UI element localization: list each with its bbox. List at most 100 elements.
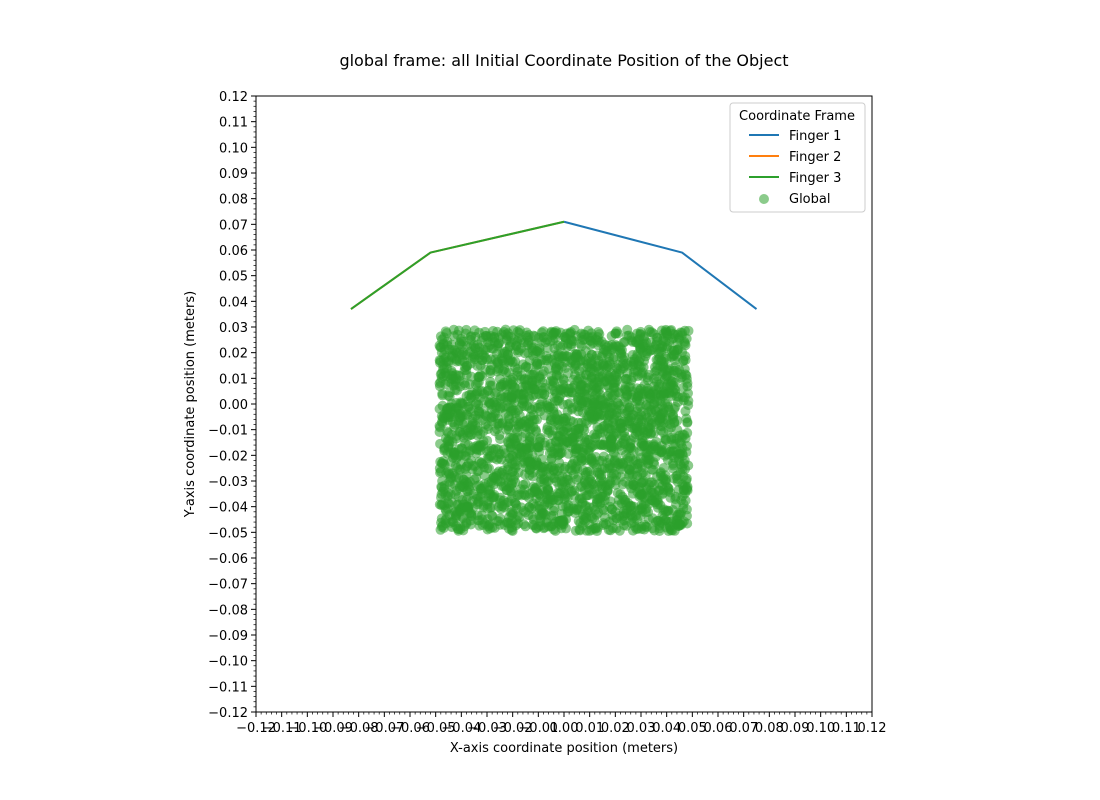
scatter-point-global xyxy=(575,371,586,382)
x-tick-label: 0.02 xyxy=(601,721,630,736)
scatter-point-global xyxy=(571,503,582,514)
scatter-point-global xyxy=(532,414,543,425)
scatter-point-global xyxy=(678,471,689,482)
scatter-point-global xyxy=(474,403,485,414)
scatter-point-global xyxy=(592,335,603,346)
scatter-point-global xyxy=(562,436,573,447)
x-tick-label: −0.03 xyxy=(467,721,507,736)
scatter-point-global xyxy=(465,358,476,369)
scatter-point-global xyxy=(628,464,639,475)
scatter-point-global xyxy=(665,380,676,391)
scatter-point-global xyxy=(485,365,496,376)
y-tick-label: −0.09 xyxy=(208,629,248,644)
y-tick-label: 0.12 xyxy=(219,90,248,105)
scatter-point-global xyxy=(443,390,454,401)
scatter-point-global xyxy=(455,412,466,423)
scatter-point-global xyxy=(511,499,522,510)
scatter-point-global xyxy=(644,454,655,465)
y-tick-label: 0.07 xyxy=(219,218,248,233)
y-tick-label: 0.04 xyxy=(219,295,248,310)
scatter-point-global xyxy=(604,407,615,418)
scatter-point-global xyxy=(609,456,620,467)
scatter-point-global xyxy=(594,373,605,384)
scatter-point-global xyxy=(607,432,618,443)
y-tick-label: −0.07 xyxy=(208,578,248,593)
scatter-point-global xyxy=(504,453,515,464)
scatter-point-global xyxy=(441,370,452,381)
scatter-point-global xyxy=(509,334,520,345)
scatter-point-global xyxy=(612,500,623,511)
x-tick-label: 0.08 xyxy=(755,721,784,736)
scatter-point-global xyxy=(467,496,478,507)
scatter-point-global xyxy=(522,332,533,343)
line-layer xyxy=(350,220,758,310)
scatter-point-global xyxy=(542,517,553,528)
y-tick-label: −0.04 xyxy=(208,501,248,516)
scatter-point-global xyxy=(544,448,555,459)
scatter-point-global xyxy=(441,403,452,414)
scatter-point-global xyxy=(567,402,578,413)
scatter-point-global xyxy=(677,372,688,383)
scatter-point-global xyxy=(622,443,633,454)
y-tick-label: −0.10 xyxy=(208,655,248,670)
scatter-point-global xyxy=(538,326,549,337)
scatter-point-global xyxy=(538,366,549,377)
scatter-point-global xyxy=(648,328,659,339)
chart-title: global frame: all Initial Coordinate Pos… xyxy=(339,51,788,70)
scatter-point-global xyxy=(593,493,604,504)
scatter-point-global xyxy=(539,440,550,451)
scatter-point-global xyxy=(467,464,478,475)
scatter-point-global xyxy=(613,359,624,370)
y-tick-label: 0.11 xyxy=(219,116,248,131)
scatter-point-global xyxy=(559,426,570,437)
x-tick-label: 0.03 xyxy=(627,721,656,736)
scatter-point-global xyxy=(551,388,562,399)
scatter-point-global xyxy=(559,463,570,474)
x-tick-label: 0.06 xyxy=(704,721,733,736)
x-tick-label: 0.05 xyxy=(678,721,707,736)
scatter-point-global xyxy=(465,404,476,415)
scatter-point-global xyxy=(627,510,638,521)
x-tick-label: −0.09 xyxy=(313,721,353,736)
scatter-point-global xyxy=(646,464,657,475)
scatter-point-global xyxy=(465,519,476,530)
scatter-point-global xyxy=(575,493,586,504)
scatter-point-global xyxy=(579,396,590,407)
scatter-point-global xyxy=(672,519,683,530)
legend-swatch-global xyxy=(759,194,769,204)
scatter-point-global xyxy=(617,515,628,526)
scatter-point-global xyxy=(614,418,625,429)
scatter-point-global xyxy=(586,349,597,360)
legend-label-finger-2: Finger 2 xyxy=(789,150,841,165)
scatter-point-global xyxy=(675,327,686,338)
scatter-point-global xyxy=(462,503,473,514)
scatter-point-global xyxy=(559,488,570,499)
scatter-point-global xyxy=(651,388,662,399)
scatter-point-global xyxy=(472,444,483,455)
scatter-point-global xyxy=(604,476,615,487)
scatter-point-global xyxy=(646,344,657,355)
scatter-point-global xyxy=(436,500,447,511)
scatter-point-global xyxy=(619,408,630,419)
scatter-point-global xyxy=(504,341,515,352)
scatter-point-global xyxy=(577,332,588,343)
scatter-point-global xyxy=(521,361,532,372)
scatter-point-global xyxy=(470,343,481,354)
scatter-point-global xyxy=(470,379,481,390)
scatter-point-global xyxy=(461,391,472,402)
scatter-point-global xyxy=(667,409,678,420)
scatter-point-global xyxy=(634,482,645,493)
scatter-point-global xyxy=(621,358,632,369)
scatter-point-global xyxy=(434,426,445,437)
scatter-point-global xyxy=(580,470,591,481)
scatter-point-global xyxy=(658,474,669,485)
scatter-point-global xyxy=(570,525,581,536)
y-tick-label: 0.02 xyxy=(219,347,248,362)
x-tick-label: 0.09 xyxy=(781,721,810,736)
scatter-point-global xyxy=(506,389,517,400)
scatter-point-global xyxy=(636,441,647,452)
scatter-point-global xyxy=(612,397,623,408)
scatter-point-global xyxy=(598,451,609,462)
scatter-point-global xyxy=(456,340,467,351)
scatter-point-global xyxy=(576,481,587,492)
